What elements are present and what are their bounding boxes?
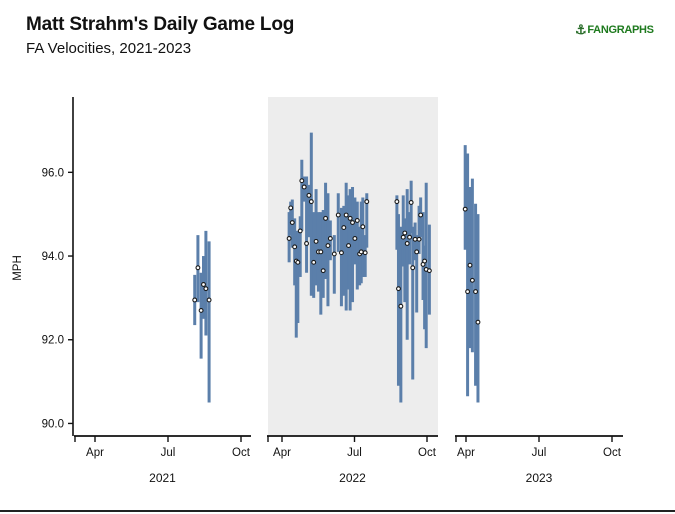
mean-velocity-point[interactable]: [352, 236, 358, 241]
mean-velocity-point[interactable]: [467, 262, 473, 268]
mean-velocity-point[interactable]: [475, 319, 481, 325]
mean-velocity-point[interactable]: [292, 244, 298, 250]
panel-label: 2022: [339, 471, 366, 485]
mean-velocity-point[interactable]: [400, 234, 406, 240]
mean-velocity-point[interactable]: [318, 249, 324, 255]
mean-velocity-point[interactable]: [335, 212, 341, 218]
x-tick-label: Jul: [532, 447, 547, 459]
mean-velocity-point[interactable]: [201, 282, 206, 287]
y-tick-label: 92.0: [42, 335, 64, 347]
mean-velocity-point[interactable]: [408, 200, 414, 205]
mean-velocity-point[interactable]: [286, 236, 292, 241]
mean-velocity-point[interactable]: [338, 250, 344, 256]
mean-velocity-point[interactable]: [418, 212, 424, 218]
mean-velocity-point[interactable]: [354, 218, 360, 223]
fangraphs-logo[interactable]: ⚓︎ FANGRAPHS: [575, 22, 654, 38]
x-tick-label: Jul: [161, 447, 176, 459]
mean-velocity-point[interactable]: [394, 199, 400, 205]
mean-velocity-point[interactable]: [422, 258, 428, 264]
mean-velocity-point[interactable]: [206, 297, 212, 303]
mean-velocity-point[interactable]: [299, 178, 305, 184]
mean-velocity-point[interactable]: [362, 250, 368, 256]
panel-2022: Apr Jul Oct 2022: [267, 132, 438, 485]
mean-velocity-point[interactable]: [404, 241, 410, 246]
panel-label: 2023: [526, 471, 553, 485]
mean-velocity-point[interactable]: [473, 289, 479, 295]
mean-velocity-point[interactable]: [360, 224, 366, 230]
mean-velocity-point[interactable]: [195, 265, 201, 271]
chart-subtitle: FA Velocities, 2021-2023: [26, 40, 192, 57]
mean-velocity-point[interactable]: [308, 199, 314, 205]
mean-velocity-point[interactable]: [364, 199, 370, 205]
mean-velocity-point[interactable]: [304, 241, 310, 246]
panel-label: 2021: [149, 471, 176, 485]
mean-velocity-point[interactable]: [320, 268, 326, 274]
mean-velocity-point[interactable]: [469, 277, 475, 283]
x-tick-label: Oct: [418, 447, 437, 459]
mean-velocity-point[interactable]: [346, 243, 352, 249]
mean-velocity-point[interactable]: [343, 212, 349, 218]
panel-2021: Apr Jul Oct 2021: [74, 230, 251, 485]
mean-velocity-point[interactable]: [325, 243, 331, 249]
mean-velocity-point[interactable]: [465, 289, 471, 295]
mean-velocity-point[interactable]: [192, 297, 198, 303]
mean-velocity-point[interactable]: [289, 220, 295, 226]
mean-velocity-point[interactable]: [295, 259, 301, 265]
x-tick-label: Jul: [347, 447, 362, 459]
mean-velocity-point[interactable]: [426, 268, 432, 274]
fangraphs-logo-icon: ⚓︎: [575, 22, 587, 37]
y-tick-label: 94.0: [42, 251, 64, 263]
y-tick-label: 96.0: [42, 167, 64, 179]
y-tick-label: 90.0: [42, 418, 64, 430]
mean-velocity-point[interactable]: [198, 307, 204, 313]
mean-velocity-point[interactable]: [412, 236, 418, 242]
mean-velocity-point[interactable]: [414, 249, 420, 255]
mean-velocity-point[interactable]: [358, 249, 364, 255]
chart-panels: Apr Jul Oct 2021 Apr Jul Oct 2022 Apr Jul Oct 2023: [74, 132, 623, 485]
mean-velocity-point[interactable]: [288, 205, 294, 211]
mean-velocity-point[interactable]: [313, 238, 319, 244]
mean-velocity-point[interactable]: [410, 265, 416, 271]
mean-velocity-point[interactable]: [297, 228, 303, 234]
mean-velocity-point[interactable]: [347, 215, 353, 221]
x-tick-label: Apr: [457, 447, 475, 459]
mean-velocity-point[interactable]: [331, 251, 337, 257]
chart-title: Matt Strahm's Daily Game Log: [26, 14, 295, 35]
fangraphs-logo-text: FANGRAPHS: [587, 24, 654, 36]
x-tick-label: Apr: [273, 447, 291, 459]
mean-velocity-point[interactable]: [306, 192, 312, 198]
mean-velocity-point[interactable]: [301, 184, 307, 190]
mean-velocity-point[interactable]: [323, 215, 329, 221]
mean-velocity-point[interactable]: [462, 206, 468, 212]
panel-2023: Apr Jul Oct 2023: [455, 145, 623, 485]
x-tick-label: Apr: [86, 447, 104, 459]
mean-velocity-point[interactable]: [416, 236, 422, 242]
mean-velocity-point[interactable]: [350, 220, 355, 226]
mean-velocity-point[interactable]: [341, 225, 347, 231]
x-tick-label: Oct: [603, 447, 622, 459]
mean-velocity-point[interactable]: [327, 236, 333, 241]
mean-velocity-point[interactable]: [407, 234, 413, 240]
mean-velocity-point[interactable]: [311, 259, 317, 265]
y-axis: 90.0 92.0 94.0 96.0: [42, 97, 74, 436]
mean-velocity-point[interactable]: [396, 286, 401, 292]
mean-velocity-point[interactable]: [402, 230, 408, 236]
mean-velocity-point[interactable]: [398, 303, 404, 309]
y-axis-label: MPH: [12, 255, 24, 281]
bottom-divider: [0, 510, 675, 512]
x-tick-label: Oct: [232, 447, 251, 459]
mean-velocity-point[interactable]: [203, 286, 209, 292]
